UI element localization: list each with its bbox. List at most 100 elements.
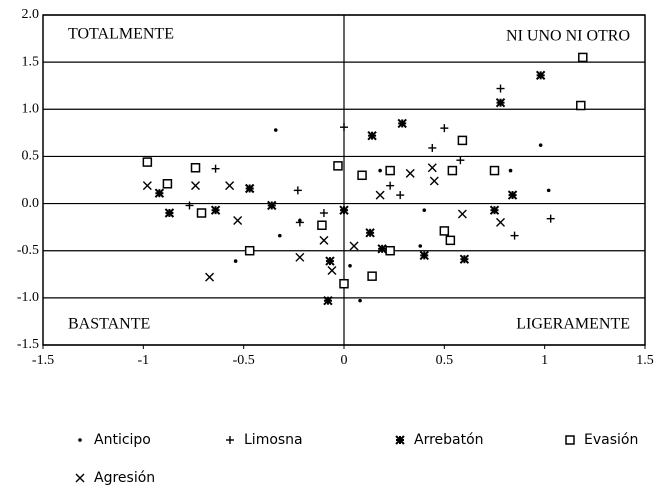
marker-star: [397, 118, 407, 129]
square: [565, 435, 575, 445]
stroke: [164, 208, 175, 218]
marker-square: [385, 245, 395, 256]
marker-star: [489, 205, 500, 215]
dot: [508, 168, 513, 173]
stroke: [233, 216, 243, 226]
marker-x: [405, 168, 415, 178]
marker-star: [267, 200, 277, 211]
marker-dot: [508, 168, 513, 173]
marker-plus: [496, 84, 505, 93]
marker-square: [244, 245, 255, 256]
y-tick-label: 0.0: [22, 196, 40, 211]
marker-star: [365, 228, 375, 238]
marker-square: [339, 278, 349, 289]
stroke: [507, 190, 518, 200]
stroke: [419, 250, 429, 261]
square: [196, 208, 207, 218]
legend-label: Evasión: [584, 432, 638, 448]
marker-square: [196, 208, 207, 218]
stroke: [191, 181, 201, 191]
marker-star: [459, 254, 470, 264]
marker-plus: [440, 124, 449, 133]
marker-star: [323, 295, 333, 306]
dot: [546, 188, 551, 193]
x-tick-label: 0: [341, 353, 348, 368]
marker-x: [427, 163, 437, 173]
marker-star: [377, 244, 387, 254]
marker-square: [447, 165, 458, 176]
marker-plus: [340, 123, 348, 132]
stroke: [397, 118, 407, 129]
stroke: [427, 163, 437, 173]
stroke: [457, 209, 467, 219]
marker-dot: [233, 259, 238, 263]
marker-x: [142, 181, 152, 191]
square: [385, 245, 395, 256]
x-tick-label: 0.5: [436, 353, 454, 368]
marker-star: [339, 205, 349, 215]
legend-label: Anticipo: [94, 432, 151, 448]
stroke: [319, 235, 329, 245]
stroke: [365, 228, 375, 238]
square: [445, 235, 456, 246]
marker-dot: [358, 298, 362, 303]
stroke: [339, 205, 349, 215]
marker-dot: [277, 233, 282, 238]
marker-star: [210, 205, 221, 215]
x-tick-label: -0.5: [233, 353, 255, 368]
square: [447, 165, 458, 176]
square: [439, 226, 450, 236]
square: [578, 52, 588, 63]
stroke: [323, 295, 333, 306]
stroke: [295, 252, 305, 262]
marker-square: [565, 435, 575, 445]
marker-x: [191, 181, 201, 191]
quadrant-label: BASTANTE: [68, 316, 150, 333]
square: [385, 165, 395, 176]
marker-plus: [295, 218, 304, 227]
stroke: [327, 266, 337, 276]
x-tick-label: 1: [541, 353, 548, 368]
square: [367, 271, 377, 281]
dot: [233, 259, 238, 263]
square: [244, 245, 255, 256]
y-tick-label: 1.0: [22, 102, 40, 117]
marker-plus: [510, 231, 519, 240]
stroke: [75, 473, 85, 483]
square: [162, 179, 173, 189]
stroke: [210, 205, 221, 215]
marker-square: [357, 170, 367, 181]
quadrant-label-bg: [65, 314, 154, 334]
quadrant-label: NI UNO NI OTRO: [506, 28, 630, 45]
marker-plus: [428, 143, 437, 152]
y-tick-label: -0.5: [17, 243, 39, 258]
marker-plus: [319, 209, 328, 217]
marker-dot: [538, 143, 543, 147]
marker-star: [419, 250, 429, 261]
marker-x: [349, 241, 359, 251]
marker-star: [535, 70, 546, 81]
marker-x: [375, 190, 385, 200]
marker-square: [578, 52, 588, 63]
stroke: [154, 188, 165, 198]
marker-x: [75, 473, 85, 483]
marker-star: [507, 190, 518, 200]
dot: [277, 233, 282, 238]
marker-square: [385, 165, 395, 176]
stroke: [429, 176, 439, 186]
quadrant-label-bg: [513, 314, 633, 334]
marker-x: [429, 176, 439, 186]
marker-dot: [78, 438, 82, 442]
stroke: [377, 244, 387, 254]
stroke: [225, 181, 235, 191]
stroke: [495, 97, 506, 108]
marker-plus: [211, 164, 220, 173]
marker-x: [205, 272, 215, 282]
marker-dot: [378, 168, 382, 173]
square: [339, 278, 349, 289]
stroke: [535, 70, 546, 81]
marker-square: [317, 220, 327, 231]
x-tick-label: -1.5: [32, 353, 54, 368]
marker-plus: [456, 156, 465, 165]
